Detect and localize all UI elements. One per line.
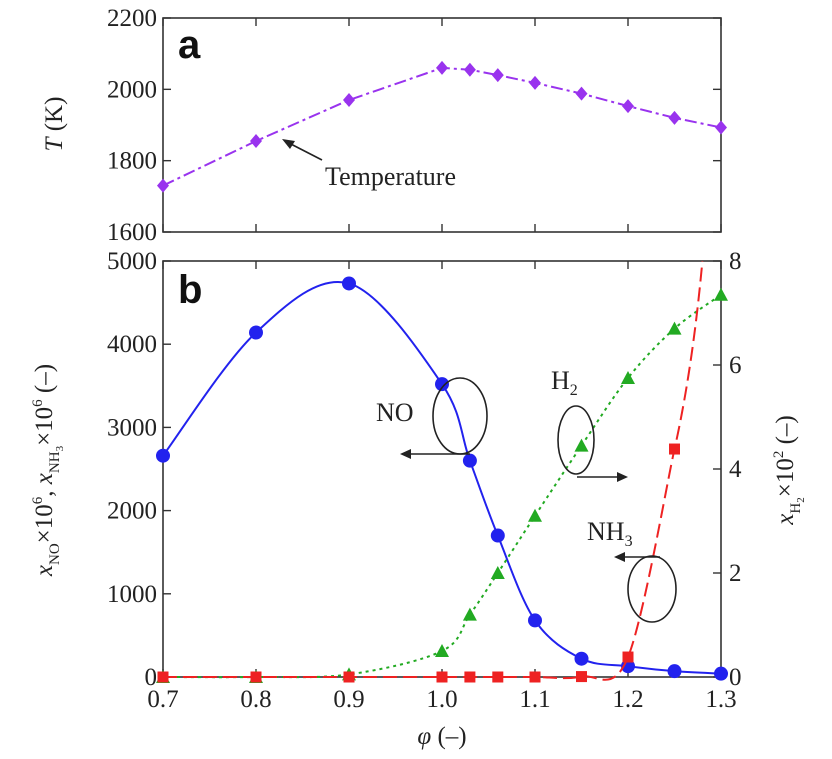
temperature-point (436, 60, 448, 75)
temperature-point (622, 99, 634, 114)
h2-ellipse (557, 405, 595, 475)
nh3-point (669, 443, 680, 455)
panel-b-ytick-right-label: 0 (729, 664, 742, 691)
panel-a-frame (162, 17, 722, 233)
panel-b-ytick-left-label: 2000 (107, 498, 157, 525)
no-arrowhead (400, 449, 411, 459)
nh3-arrowhead (614, 552, 625, 562)
nh3-point (492, 671, 504, 683)
h2-point (714, 287, 728, 301)
no-point (528, 613, 542, 628)
panel-a-ytick-label: 1800 (107, 148, 157, 175)
temperature-point (575, 86, 588, 101)
h2-arrowhead (617, 472, 628, 482)
panel-a-ytick-label: 2000 (107, 76, 157, 103)
no-point (574, 651, 589, 666)
temperature-point (491, 68, 504, 83)
panel-b-ytick-left-label: 1000 (107, 581, 157, 608)
temperature-annotation: Temperature (325, 162, 456, 191)
nh3-point (576, 671, 587, 683)
panel-b-xtick-label: 0.9 (333, 686, 364, 713)
no-point (462, 453, 477, 468)
h2-point (528, 508, 542, 522)
h2-point (462, 607, 477, 621)
no-label: NO (376, 398, 414, 427)
panel-b-ytick-left-label: 3000 (107, 414, 157, 441)
panel-b-ticks: 0 1000 2000 3000 4000 5000 0 2 4 6 8 0.7 0.8 0.9 1.0 1.… (107, 248, 742, 713)
panel-b-xlabel: φ (–) (417, 723, 466, 750)
panel-a-series (157, 60, 727, 193)
no-point (156, 448, 170, 463)
h2-line (162, 293, 722, 679)
h2-point (435, 644, 449, 657)
panel-a-ytick-label: 2200 (107, 5, 157, 32)
nh3-label: NH3 (587, 517, 633, 550)
no-point (249, 325, 263, 340)
nh3-line (163, 260, 704, 681)
temperature-point (715, 120, 727, 135)
panel-b-xtick-label: 1.0 (426, 686, 457, 713)
panel-b-ytick-right-label: 2 (729, 560, 742, 587)
panel-b-ylabel-left: xNO×106, xNH3×106 (–) (30, 364, 66, 577)
nh3-point (157, 671, 169, 683)
panel-b-xtick-label: 0.7 (147, 686, 178, 713)
no-point (342, 276, 356, 291)
nh3-point (436, 671, 448, 683)
panel-a-annotation: Temperature (282, 139, 456, 191)
panel-a-ylabel: T (K) (41, 97, 68, 152)
panel-b-xtick-label: 1.3 (705, 686, 736, 713)
temperature-point (250, 134, 262, 149)
no-annotation: NO (376, 377, 488, 459)
panel-b-ytick-left-label: 0 (145, 664, 158, 691)
panel-b-ylabel-right: xH2×102 (–) (771, 415, 807, 525)
panel-b-xtick-label: 1.2 (612, 686, 643, 713)
panel-a-temperature: a T (K) 1600 1800 2000 2200 Temperature (41, 5, 727, 246)
no-point (667, 664, 682, 679)
temperature-point (157, 178, 169, 193)
panel-b-series (156, 260, 728, 683)
panel-a-label: a (178, 23, 201, 67)
h2-point (667, 321, 682, 335)
temperature-point (668, 110, 681, 125)
nh3-point (250, 671, 262, 683)
panel-b-ytick-left-label: 5000 (107, 248, 157, 275)
h2-point (574, 438, 589, 452)
temperature-line (162, 66, 722, 187)
h2-point (490, 566, 505, 579)
no-point (435, 377, 449, 392)
panel-a-ytick-label: 1600 (107, 219, 157, 246)
nh3-point (529, 671, 541, 683)
panel-b-ytick-right-label: 8 (729, 248, 742, 275)
nh3-point (343, 671, 355, 683)
temperature-point (529, 75, 541, 90)
no-ellipse (432, 377, 488, 455)
temperature-arrowhead (282, 139, 295, 149)
temperature-point (463, 62, 476, 77)
no-point (714, 666, 728, 681)
panel-b-species: b 0 1000 2000 3000 4000 5000 0 2 4 6 8 0.7 0.8 0.9 1.0… (30, 248, 807, 750)
panel-b-ytick-right-label: 6 (729, 352, 742, 379)
panel-b-xtick-label: 1.1 (519, 686, 550, 713)
h2-label: H2 (551, 366, 578, 399)
nh3-ellipse (627, 555, 677, 623)
panel-b-ytick-right-label: 4 (729, 456, 742, 483)
panel-b-label: b (178, 268, 202, 312)
panel-b-xtick-label: 0.8 (240, 686, 271, 713)
h2-point (621, 371, 635, 384)
nh3-point (622, 651, 634, 663)
panel-a-ticks: 1600 1800 2000 2200 (107, 5, 722, 246)
temperature-point (343, 93, 355, 108)
panel-b-ytick-left-label: 4000 (107, 331, 157, 358)
nh3-annotation: NH3 (587, 517, 677, 623)
nh3-point (464, 671, 476, 683)
h2-annotation: H2 (551, 366, 628, 482)
no-point (490, 528, 505, 543)
